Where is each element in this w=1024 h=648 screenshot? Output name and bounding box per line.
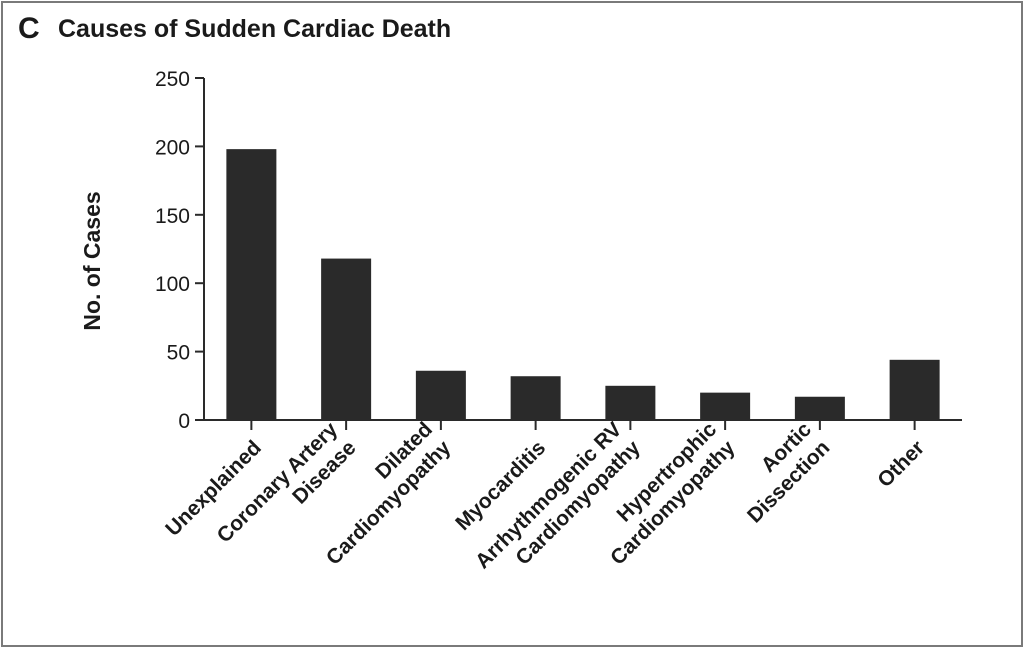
bar [226, 149, 277, 421]
y-tick-label: 100 [155, 273, 190, 296]
y-axis: 0 50 100 150 200 250 [155, 68, 205, 433]
y-tick-label: 200 [155, 136, 190, 159]
y-axis-title: No. of Cases [79, 191, 105, 330]
bar [510, 376, 561, 420]
category-label: Other [873, 436, 929, 492]
bar [321, 258, 372, 420]
y-tick-label: 0 [178, 410, 190, 433]
category-label: AorticDissection [725, 418, 835, 528]
bar [415, 370, 466, 420]
panel-letter: C [18, 12, 40, 45]
y-tick-label: 250 [155, 68, 190, 91]
bar [700, 392, 751, 420]
chart-title: Causes of Sudden Cardiac Death [58, 15, 452, 43]
bar [794, 396, 845, 420]
y-tick-label: 50 [167, 342, 190, 365]
bars [226, 149, 940, 421]
bar [605, 385, 656, 420]
bar [889, 359, 940, 420]
y-tick-label: 150 [155, 205, 190, 228]
